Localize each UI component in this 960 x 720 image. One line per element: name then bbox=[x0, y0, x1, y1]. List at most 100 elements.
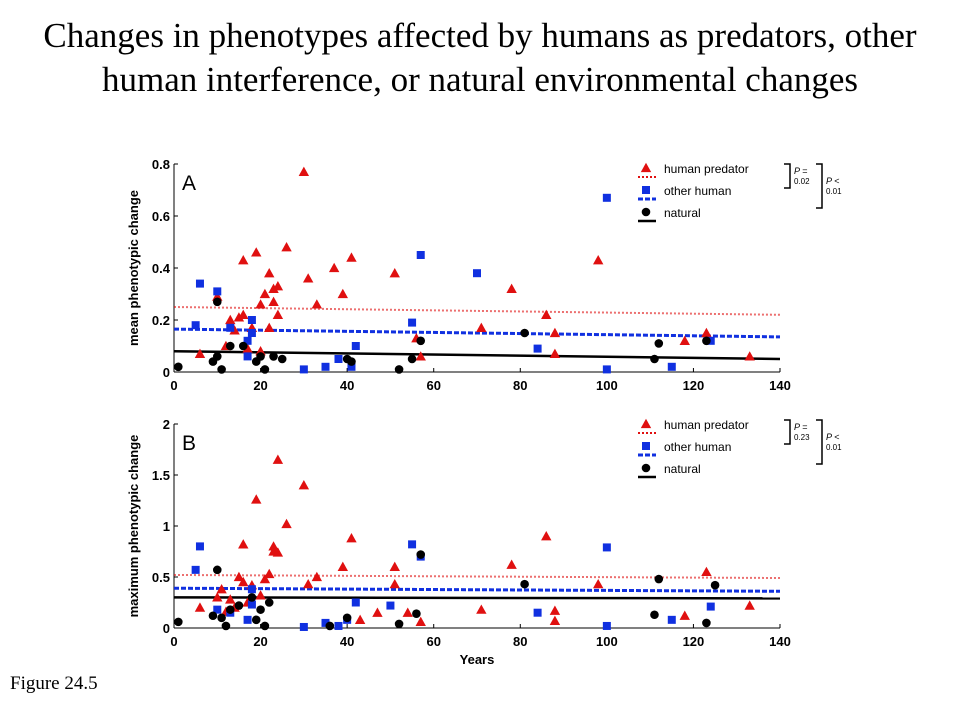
figure-caption: Figure 24.5 bbox=[10, 673, 98, 694]
y-tick-label: 0 bbox=[163, 365, 170, 380]
data-point-other-human bbox=[334, 621, 343, 630]
data-point-natural bbox=[174, 362, 183, 372]
data-point-natural bbox=[208, 611, 218, 621]
data-point-human-predator bbox=[259, 288, 271, 299]
x-tick-label: 80 bbox=[513, 634, 527, 649]
y-tick-label: 0.6 bbox=[152, 209, 170, 224]
data-point-natural bbox=[225, 341, 235, 351]
data-point-human-predator bbox=[255, 590, 266, 600]
legend-marker-other-human bbox=[642, 186, 650, 194]
trend-line-other-human bbox=[173, 586, 781, 593]
data-point-other-human bbox=[247, 329, 256, 337]
stats-label: P = bbox=[794, 422, 807, 432]
data-point-other-human bbox=[602, 543, 611, 552]
y-tick-label: 0.2 bbox=[152, 313, 170, 328]
y-tick-label: 1 bbox=[163, 519, 170, 534]
data-point-human-predator bbox=[593, 578, 604, 589]
data-point-human-predator bbox=[311, 299, 323, 309]
legend-label: natural bbox=[664, 206, 701, 220]
data-point-human-predator bbox=[229, 325, 240, 335]
data-point-human-predator bbox=[302, 578, 314, 589]
legend-label: human predator bbox=[664, 162, 749, 176]
trend-line-human-predator bbox=[173, 306, 781, 316]
data-point-natural bbox=[234, 601, 244, 610]
data-point-human-predator bbox=[354, 614, 366, 624]
data-point-other-human bbox=[408, 318, 417, 327]
data-point-other-human bbox=[321, 362, 330, 371]
data-point-other-human bbox=[247, 585, 256, 594]
x-tick-label: 100 bbox=[596, 634, 618, 649]
trend-line-natural bbox=[173, 596, 781, 600]
stats-label: P < bbox=[826, 176, 839, 186]
panel-label: B bbox=[182, 432, 196, 455]
data-point-natural bbox=[277, 354, 287, 364]
x-tick-label: 140 bbox=[769, 634, 791, 649]
data-point-natural bbox=[412, 609, 421, 619]
data-point-natural bbox=[174, 617, 183, 627]
x-tick-label: 0 bbox=[170, 634, 177, 649]
x-tick-label: 40 bbox=[340, 378, 354, 393]
data-point-natural bbox=[217, 365, 226, 374]
data-point-other-human bbox=[473, 269, 481, 278]
data-point-human-predator bbox=[415, 351, 426, 361]
data-point-other-human bbox=[408, 540, 417, 549]
data-point-human-predator bbox=[346, 533, 357, 543]
legend-marker-human-predator bbox=[640, 418, 652, 429]
data-point-human-predator bbox=[337, 561, 349, 571]
data-point-other-human bbox=[706, 336, 715, 345]
data-point-human-predator bbox=[216, 584, 227, 594]
data-point-human-predator bbox=[238, 576, 249, 587]
data-point-human-predator bbox=[225, 594, 236, 604]
data-point-other-human bbox=[299, 365, 308, 374]
data-point-natural bbox=[264, 598, 274, 607]
data-point-other-human bbox=[247, 600, 256, 609]
data-point-human-predator bbox=[233, 571, 245, 582]
data-point-natural bbox=[212, 565, 222, 575]
data-point-human-predator bbox=[593, 255, 604, 265]
data-point-human-predator bbox=[402, 607, 413, 617]
data-point-natural bbox=[520, 579, 529, 589]
data-point-natural bbox=[650, 610, 659, 620]
data-point-natural bbox=[407, 354, 417, 364]
x-tick-label: 140 bbox=[769, 378, 791, 393]
trend-line-human-predator bbox=[173, 573, 781, 580]
data-point-other-human bbox=[334, 355, 343, 363]
data-point-other-human bbox=[667, 615, 676, 624]
data-point-natural bbox=[238, 341, 248, 351]
panel-label: A bbox=[182, 172, 196, 195]
legend-label: other human bbox=[664, 440, 731, 454]
data-point-human-predator bbox=[328, 262, 340, 273]
data-point-natural bbox=[225, 605, 235, 614]
data-point-human-predator bbox=[311, 571, 323, 582]
x-axis-label: Years bbox=[460, 652, 495, 667]
data-point-other-human bbox=[247, 316, 256, 324]
data-point-human-predator bbox=[268, 283, 279, 293]
x-tick-label: 120 bbox=[683, 378, 705, 393]
legend-label: human predator bbox=[664, 418, 749, 432]
data-point-human-predator bbox=[298, 166, 310, 176]
data-point-human-predator bbox=[346, 252, 357, 262]
data-point-human-predator bbox=[389, 561, 400, 571]
stats-bracket-2 bbox=[816, 163, 823, 209]
data-point-human-predator bbox=[476, 604, 487, 614]
data-point-natural bbox=[394, 619, 404, 629]
data-point-human-predator bbox=[679, 335, 690, 345]
data-point-human-predator bbox=[264, 322, 275, 332]
x-tick-label: 20 bbox=[253, 378, 267, 393]
y-tick-label: 0.8 bbox=[152, 157, 170, 172]
data-point-human-predator bbox=[242, 343, 253, 353]
data-point-human-predator bbox=[268, 296, 279, 306]
x-tick-label: 120 bbox=[683, 634, 705, 649]
data-point-human-predator bbox=[372, 607, 383, 617]
y-tick-label: 0.4 bbox=[152, 261, 171, 276]
data-point-human-predator bbox=[389, 268, 400, 278]
data-point-other-human bbox=[533, 608, 542, 617]
data-point-human-predator bbox=[272, 281, 284, 291]
data-point-other-human bbox=[195, 542, 204, 551]
data-point-human-predator bbox=[238, 255, 249, 265]
data-point-human-predator bbox=[268, 541, 279, 551]
data-point-other-human bbox=[191, 565, 200, 574]
data-point-human-predator bbox=[251, 494, 262, 504]
y-axis-label: maximum phenotypic change bbox=[126, 435, 141, 618]
legend-marker-human-predator bbox=[640, 162, 652, 173]
